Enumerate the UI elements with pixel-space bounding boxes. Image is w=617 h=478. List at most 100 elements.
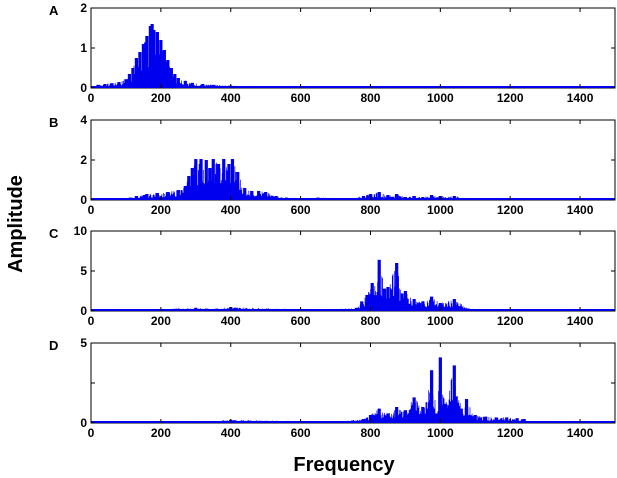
peak-bar (190, 168, 194, 200)
peak-bar (243, 188, 247, 200)
x-tick-label: 1000 (427, 203, 454, 217)
peak-bar (134, 58, 139, 88)
y-tick-label: 4 (80, 113, 87, 127)
x-tick-label: 800 (360, 314, 380, 328)
x-tick-label: 0 (88, 426, 95, 440)
peak-bar (162, 50, 166, 88)
x-tick-label: 1400 (567, 426, 594, 440)
x-tick-label: 600 (291, 91, 311, 105)
peak-bar (430, 195, 434, 200)
y-tick-label: 0 (80, 304, 87, 318)
plot-frame (90, 7, 616, 89)
peak-bar (216, 164, 221, 200)
y-tick-label: 0 (80, 416, 87, 430)
panel-letter: C (49, 226, 59, 241)
x-tick-label: 1400 (567, 314, 594, 328)
panel-c: C 0 200 400 600 800 1000 1200 1400 0 5 10 (49, 224, 616, 328)
peak-bar (194, 159, 198, 200)
x-tick-label: 200 (151, 91, 171, 105)
peak-bar (230, 159, 235, 200)
plot-frame (90, 342, 616, 424)
peak-bar (173, 74, 177, 88)
peak-bar (386, 287, 390, 311)
peak-bar (452, 299, 456, 311)
peak-bar (131, 68, 135, 88)
plot-frame (90, 230, 616, 312)
peak-bar (494, 417, 498, 423)
peak-bar (183, 186, 187, 200)
peak-bar (438, 357, 442, 423)
panel-letter: D (49, 338, 58, 353)
peak-bar (403, 410, 407, 423)
peak-bar (395, 263, 399, 311)
peak-bar (176, 190, 180, 200)
y-tick-label: 5 (80, 264, 87, 278)
x-tick-label: 0 (88, 91, 95, 105)
x-tick-label: 1200 (497, 314, 524, 328)
peak-bar (382, 288, 387, 311)
panel-letter: B (49, 115, 58, 130)
panel-a: A 0 200 400 600 800 1000 1200 1400 0 1 2 (49, 1, 616, 105)
x-tick-label: 400 (221, 203, 241, 217)
peak-bar (395, 407, 399, 423)
x-tick-label: 400 (221, 426, 241, 440)
peak-bar (150, 24, 154, 88)
peak-bar (365, 295, 369, 311)
peak-bar (236, 172, 240, 200)
peak-bar (204, 160, 208, 200)
x-tick-label: 800 (360, 426, 380, 440)
peak-bar (155, 193, 159, 200)
x-tick-label: 400 (221, 91, 241, 105)
x-tick-label: 600 (291, 426, 311, 440)
peak-bar (145, 36, 149, 88)
peak-bar (395, 194, 399, 200)
peak-bar (124, 79, 128, 88)
peak-bar (199, 159, 203, 200)
peak-bar (208, 168, 212, 200)
peak-bar (386, 413, 390, 423)
peak-bar (403, 291, 407, 311)
peak-bar (222, 159, 226, 200)
peak-bar (505, 417, 509, 423)
peak-bar (264, 192, 268, 200)
peak-bar (459, 408, 463, 423)
y-tick-label: 0 (80, 193, 87, 207)
peak-bar (110, 83, 114, 88)
x-tick-label: 0 (88, 314, 95, 328)
peak-bar (400, 293, 404, 311)
x-tick-label: 1000 (427, 426, 454, 440)
peak-bar (155, 32, 159, 88)
peak-bar (370, 283, 374, 311)
panel-letter: A (49, 3, 59, 18)
y-tick-label: 5 (80, 336, 87, 350)
peak-bar (377, 408, 381, 423)
peak-bar (148, 26, 152, 88)
peak-bar (412, 299, 416, 311)
plot-frame (90, 119, 616, 201)
peak-bar (386, 195, 390, 200)
peak-bar (435, 413, 439, 423)
peak-bar (166, 192, 170, 200)
peak-bar (412, 397, 416, 423)
x-tick-label: 600 (291, 314, 311, 328)
panel-d: D 0 200 400 600 800 1000 1200 1400 0 5 (49, 336, 616, 440)
x-axis-title: Frequency (293, 454, 395, 476)
peak-bar (430, 370, 434, 423)
peak-bar (190, 82, 194, 88)
peak-bar (257, 191, 261, 200)
x-tick-label: 1200 (497, 203, 524, 217)
peak-bar (443, 403, 448, 423)
peak-bar (183, 80, 187, 88)
y-tick-label: 2 (80, 153, 87, 167)
peak-bar (141, 44, 145, 88)
peak-bar (377, 192, 381, 200)
peak-bar (421, 407, 425, 423)
x-tick-label: 800 (360, 91, 380, 105)
peak-bar (117, 82, 121, 88)
y-axis-title: Amplitude (5, 175, 27, 273)
x-tick-label: 1200 (497, 426, 524, 440)
y-tick-label: 0 (80, 81, 87, 95)
peak-bar (484, 416, 488, 423)
y-tick-label: 10 (74, 224, 88, 238)
peak-bar (452, 365, 456, 423)
